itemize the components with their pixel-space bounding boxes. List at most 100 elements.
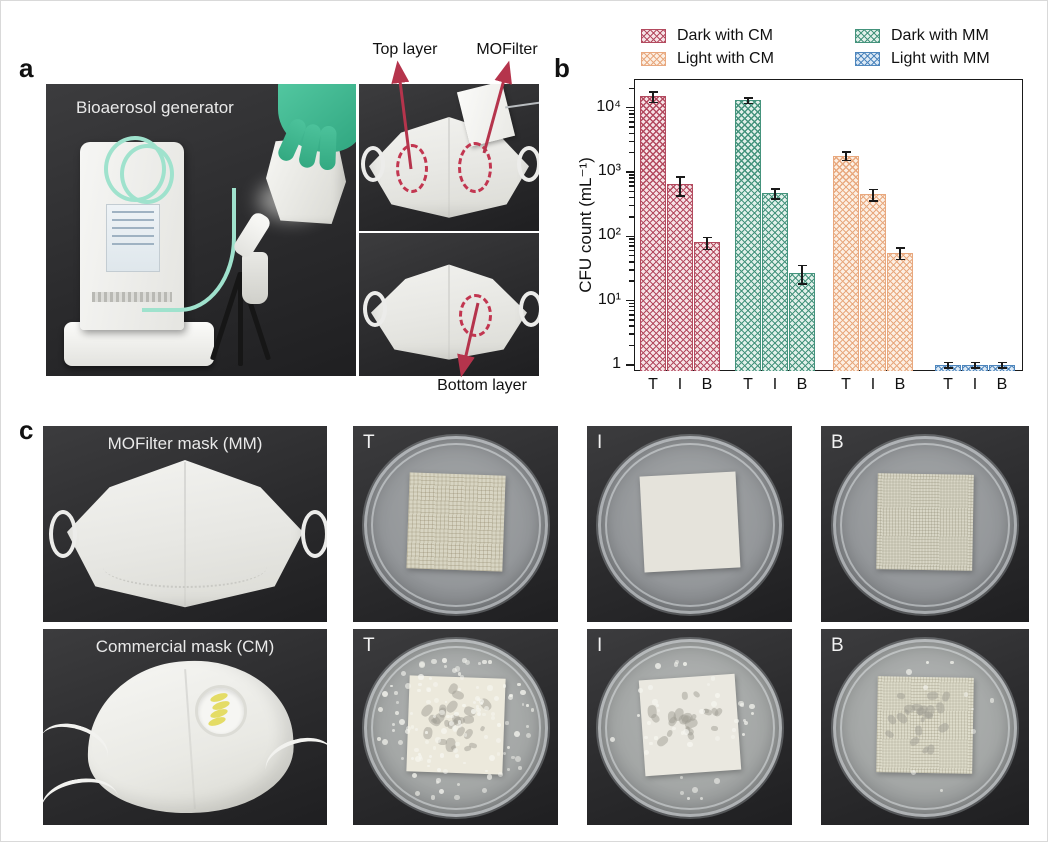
legend-item-light-with-cm: Light with CM [641,50,855,68]
bacteria-colony [950,660,954,664]
bacteria-colony [731,734,736,739]
bacteria-colony [482,788,487,794]
bacteria-colony [433,682,439,688]
dish-photo-mm-i: I [587,426,792,622]
x-tick-label: T [743,376,753,393]
dish-photo-cm-t: T [353,629,558,825]
bottom-layer-marker-circle [459,294,492,337]
bacteria-colony [683,661,688,666]
bacteria-colony [431,658,437,665]
bacteria-colony [502,684,507,688]
bacteria-colony [922,684,928,690]
bacteria-colony [649,741,653,746]
bacteria-colony [495,737,502,744]
bacteria-colony [395,711,400,716]
bacteria-colony [414,747,419,753]
bacteria-colony [497,722,501,727]
x-tick-label: B [894,376,906,393]
bacteria-colony [515,755,522,762]
bacteria-colony [398,718,405,725]
bacteria-colony [710,701,717,708]
dish-letter: B [831,432,844,453]
bacteria-colony [715,692,720,698]
chart-frame [634,79,1023,371]
bacteria-colony [644,750,650,756]
bacteria-colony [454,741,460,747]
bacteria-colony [652,699,658,705]
bacteria-colony [400,671,406,677]
y-major-tick [626,106,634,109]
bacteria-colony [410,712,414,716]
bacteria-colony [464,659,471,665]
bacteria-colony [514,731,521,738]
bacteria-colony [655,703,659,707]
bacteria-colony [418,755,423,759]
panel-b-letter: b [554,53,570,83]
bacteria-colony [505,721,509,725]
bacteria-colony [970,729,976,735]
tweezers-icon [505,101,539,109]
x-tick-label: I [870,376,876,393]
bacteria-colony [487,685,493,691]
bacteria-colony [683,729,690,735]
filter-sample [639,471,740,573]
bacteria-colony [526,732,532,739]
bacteria-colony [491,712,496,717]
x-tick-label: B [796,376,808,393]
bacteria-colony [391,722,395,726]
bacteria-colony [458,688,462,692]
bacteria-colony [489,754,496,761]
bacteria-colony [452,747,458,754]
dish-photo-cm-i: I [587,629,792,825]
ear-loop-icon [363,291,387,327]
bacteria-colony [749,703,755,710]
top-layer-marker-circle [396,144,428,193]
bacteria-colony [507,694,514,701]
bacteria-colony [476,707,481,713]
generator-caption: Bioaerosol generator [76,98,234,117]
bacteria-colony [699,796,704,801]
bacteria-colony [497,772,503,778]
mofilter-marker-circle [458,142,492,193]
bacteria-colony [390,684,393,688]
bacteria-colony [471,708,476,714]
bacteria-colony [530,707,535,712]
bacteria-colony [444,700,448,704]
y-axis-label: CFU count (mL⁻¹) [576,157,595,293]
bacteria-colony [453,725,457,729]
bacteria-colony [488,660,493,664]
green-glove [275,84,356,171]
petri-dish-rim [370,646,541,810]
bacteria-colony [478,662,482,666]
tubing-tail-icon [142,188,236,312]
bacteria-colony [436,768,441,773]
legend-label: Light with CM [677,50,774,67]
bacteria-colony [457,672,462,676]
x-tick-label: I [677,376,683,393]
bacteria-colony [410,725,415,729]
bacteria-colony [939,788,943,792]
top-layer-label: Top layer [372,41,438,58]
bacteria-colony [405,682,411,689]
dish-photo-cm-b: B [821,629,1029,825]
bacteria-colony [714,735,720,741]
bacteria-colony [478,698,484,704]
bioaerosol-generator-photo: Bioaerosol generator [46,84,356,376]
bacteria-colony [474,696,480,702]
mask-top-layer-photo [359,84,539,231]
bacteria-colony [415,756,421,762]
bacteria-colony [435,780,439,784]
bacteria-colony [637,713,641,717]
bacteria-colony [452,668,458,674]
ear-loop-icon [519,291,539,327]
bacteria-colony [405,725,412,732]
bacteria-colony [638,688,643,694]
bacteria-colony [419,662,425,668]
bacteria-colony [454,711,459,717]
bacteria-colony [644,736,648,740]
legend-swatch-icon [855,29,880,43]
bacteria-colony [391,729,396,733]
bacteria-colony [448,720,455,727]
legend-swatch-icon [641,29,666,43]
bacteria-colony [521,703,525,706]
